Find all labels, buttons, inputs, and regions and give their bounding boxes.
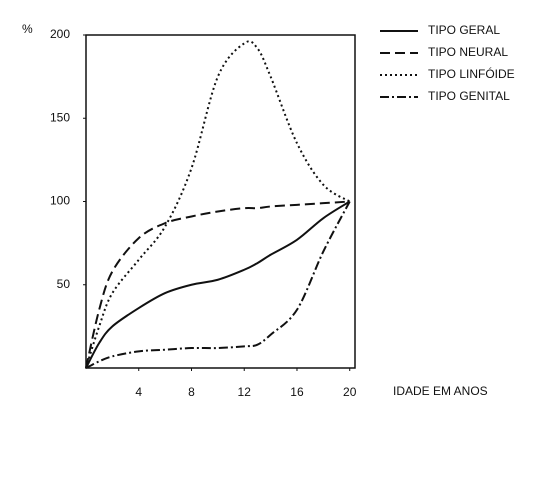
legend-label: TIPO GENITAL <box>428 89 510 103</box>
x-tick-label: 8 <box>188 385 195 399</box>
plot-frame <box>85 34 356 369</box>
x-tick-label: 16 <box>290 385 304 399</box>
y-axis-label: % <box>22 22 33 36</box>
y-tick-label: 150 <box>50 110 70 124</box>
legend-label: TIPO LINFÓIDE <box>428 66 515 81</box>
x-axis-label: IDADE EM ANOS <box>393 384 488 398</box>
x-tick-label: 20 <box>343 385 357 399</box>
x-tick-label: 4 <box>135 385 142 399</box>
series-line <box>85 201 351 369</box>
legend-label: TIPO NEURAL <box>428 45 508 59</box>
y-tick-label: 50 <box>57 277 71 291</box>
legend-label: TIPO GERAL <box>428 23 500 37</box>
series-line <box>85 200 350 369</box>
series-line <box>85 40 351 369</box>
series-line <box>85 200 351 369</box>
y-tick-label: 100 <box>50 194 70 208</box>
x-tick-label: 12 <box>238 385 252 399</box>
y-tick-label: 200 <box>50 27 70 41</box>
